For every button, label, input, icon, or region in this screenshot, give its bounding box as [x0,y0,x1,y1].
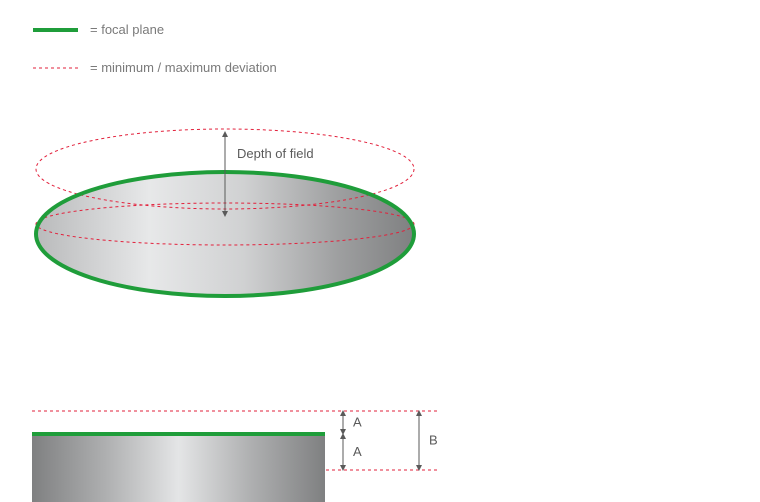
side-view-rect [32,434,325,502]
top-diagram: Depth of field [36,129,414,296]
a-label-lower: A [353,444,362,459]
legend-focal-label: = focal plane [90,22,164,37]
bottom-diagram: A A B [32,411,439,502]
legend: = focal plane = minimum / maximum deviat… [33,22,277,75]
b-label: B [429,433,438,448]
depth-of-field-label: Depth of field [237,146,314,161]
legend-deviation-label: = minimum / maximum deviation [90,60,277,75]
a-label-upper: A [353,415,362,430]
